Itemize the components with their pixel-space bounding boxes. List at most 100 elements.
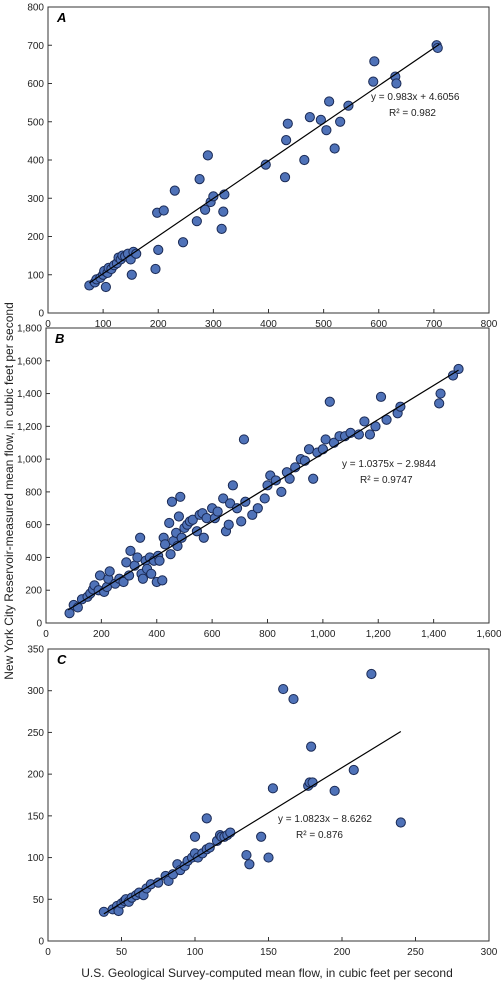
- data-point: [118, 576, 129, 588]
- data-point: [126, 269, 137, 280]
- data-point: [281, 135, 292, 146]
- panel-label: A: [56, 10, 66, 25]
- x-tick-label: 1,000: [310, 629, 335, 640]
- data-point: [166, 496, 178, 507]
- trendline: [89, 43, 440, 284]
- trendline-equation: y = 1.0823x − 8.6262: [278, 814, 372, 825]
- data-point: [157, 575, 168, 586]
- x-tick-label: 800: [481, 319, 498, 330]
- panel-c: 0 50 100 150 200 250 300 0 50 100 150 200 250 300 350 C…: [27, 645, 497, 959]
- y-tick-label: 800: [27, 3, 44, 14]
- data-point: [329, 785, 340, 796]
- r-squared-label: R² = 0.982: [389, 108, 436, 119]
- y-tick-label: 400: [27, 156, 44, 167]
- data-point: [218, 493, 229, 504]
- y-tick-label: 0: [38, 309, 44, 320]
- r-squared-label: R² = 0.876: [296, 830, 343, 841]
- data-point: [153, 244, 164, 255]
- data-point: [189, 831, 201, 842]
- data-point: [164, 517, 175, 529]
- data-point: [308, 473, 319, 484]
- data-point: [201, 813, 212, 824]
- y-tick-label: 250: [27, 728, 44, 739]
- data-point: [173, 511, 184, 522]
- data-point: [194, 174, 205, 185]
- data-point: [278, 683, 289, 695]
- data-point: [169, 185, 180, 196]
- data-point: [364, 429, 376, 440]
- y-tick-label: 1,600: [17, 356, 42, 367]
- x-tick-label: 200: [334, 947, 351, 958]
- y-tick-label: 150: [27, 811, 44, 822]
- y-tick-label: 100: [27, 270, 44, 281]
- data-point: [198, 532, 209, 543]
- data-point: [191, 216, 202, 227]
- data-point: [137, 573, 149, 584]
- data-point: [154, 555, 165, 566]
- y-tick-label: 1,200: [17, 422, 42, 433]
- y-tick-label: 1,400: [17, 389, 42, 400]
- data-point: [216, 223, 227, 234]
- panel-a: 0 100 200 300 400 500 600 700 800 0 100 200 300 400 50…: [27, 3, 497, 331]
- data-point: [324, 96, 335, 107]
- x-tick-label: 200: [150, 319, 167, 330]
- data-point: [270, 475, 281, 486]
- data-point: [146, 568, 157, 579]
- x-tick-label: 400: [148, 629, 165, 640]
- data-point: [375, 391, 387, 402]
- y-tick-label: 50: [33, 895, 45, 906]
- data-point: [395, 817, 406, 828]
- data-point: [125, 545, 136, 556]
- data-point: [241, 849, 252, 861]
- r-squared-label: R² = 0.9747: [360, 475, 413, 486]
- x-tick-label: 150: [260, 947, 277, 958]
- trendline-equation: y = 1.0375x − 2.9844: [342, 459, 436, 470]
- panel-label: C: [57, 652, 67, 667]
- data-point: [263, 852, 274, 863]
- y-tick-label: 300: [27, 686, 44, 697]
- data-point: [202, 150, 213, 161]
- x-tick-label: 600: [204, 629, 221, 640]
- x-tick-label: 0: [45, 947, 51, 958]
- data-point: [177, 237, 189, 248]
- data-point: [100, 281, 111, 293]
- data-point: [282, 118, 293, 129]
- data-point: [104, 566, 115, 577]
- y-tick-label: 600: [25, 520, 42, 531]
- data-point: [252, 503, 263, 514]
- data-point: [435, 388, 446, 399]
- x-tick-label: 250: [407, 947, 424, 958]
- data-point: [329, 143, 340, 154]
- y-tick-label: 200: [27, 232, 44, 243]
- data-point: [256, 831, 267, 842]
- data-point: [317, 444, 328, 455]
- data-point: [267, 783, 279, 794]
- y-tick-label: 100: [27, 853, 44, 864]
- x-tick-label: 100: [187, 947, 204, 958]
- data-point: [447, 370, 459, 381]
- data-point: [276, 486, 287, 497]
- data-point: [306, 741, 317, 752]
- data-point: [304, 112, 315, 123]
- x-tick-label: 300: [481, 947, 498, 958]
- y-tick-label: 300: [27, 194, 44, 205]
- x-tick-label: 1,200: [366, 629, 391, 640]
- data-point: [200, 204, 211, 215]
- y-tick-label: 350: [27, 645, 44, 656]
- y-tick-label: 200: [25, 586, 42, 597]
- data-point: [244, 859, 255, 870]
- x-tick-label: 500: [315, 319, 332, 330]
- x-tick-label: 0: [43, 629, 49, 640]
- data-point: [391, 78, 402, 89]
- data-point: [259, 493, 270, 504]
- trendline: [67, 369, 459, 611]
- data-point: [434, 398, 445, 409]
- data-point: [279, 172, 291, 183]
- y-tick-label: 500: [27, 117, 44, 128]
- y-tick-label: 600: [27, 79, 44, 90]
- x-tick-label: 400: [260, 319, 277, 330]
- data-point: [231, 503, 243, 514]
- data-point: [369, 56, 380, 67]
- trendline: [103, 730, 402, 915]
- data-point: [150, 263, 161, 275]
